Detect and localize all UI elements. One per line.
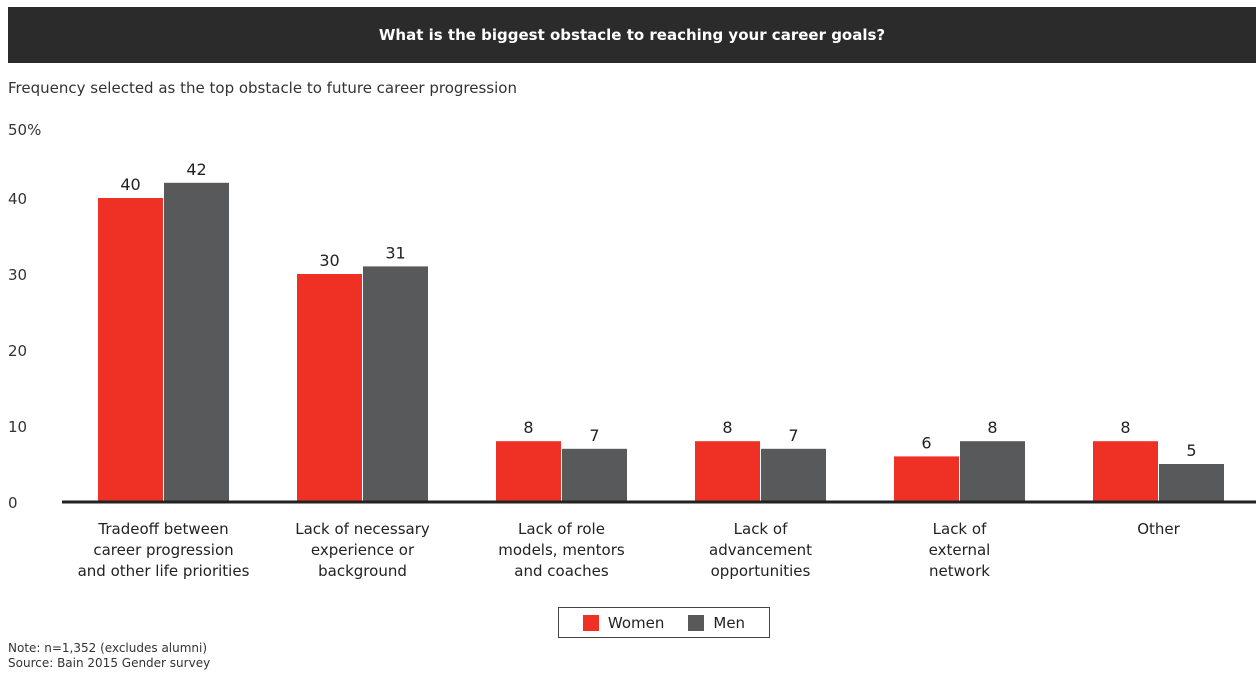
- legend-item-men: Men: [688, 614, 745, 632]
- legend-swatch-women: [582, 614, 599, 631]
- x-category-label: Lack of advancement opportunities: [709, 520, 812, 580]
- x-category-label-line: Lack of: [933, 520, 987, 538]
- x-category-label-line: opportunities: [711, 562, 811, 580]
- x-category-label-line: advancement: [709, 541, 812, 559]
- x-category-label: Lack of role models, mentors and coaches: [498, 520, 625, 580]
- x-category-label-line: models, mentors: [498, 541, 625, 559]
- legend: Women Men: [558, 607, 770, 638]
- bar-women: [98, 198, 163, 502]
- x-category-label-line: Tradeoff between: [97, 520, 228, 538]
- y-tick-label: 20: [8, 342, 27, 360]
- bar-value-label: 8: [722, 418, 732, 437]
- bar-women: [496, 441, 561, 502]
- bar-men: [363, 266, 428, 502]
- bar-women: [1093, 441, 1158, 502]
- bar-value-label: 7: [589, 426, 599, 445]
- x-category-label: Tradeoff between career progression and ot…: [78, 520, 250, 580]
- x-category-label: Lack of necessary experience or background: [295, 520, 430, 580]
- x-category-label-line: Other: [1137, 520, 1180, 538]
- x-category-label-line: external: [929, 541, 991, 559]
- legend-swatch-men: [688, 614, 705, 631]
- x-category-label-line: Lack of necessary: [295, 520, 430, 538]
- bar-value-label: 7: [788, 426, 798, 445]
- bar-value-label: 30: [319, 251, 339, 270]
- y-tick-label: 40: [8, 190, 27, 208]
- chart-title: What is the biggest obstacle to reaching…: [378, 26, 886, 44]
- y-tick-label: 10: [8, 418, 27, 436]
- bar-chart: 0 10 20 30 40 50% 40 42 Tradeoff between career p…: [8, 121, 1256, 580]
- chart-title-bar: What is the biggest obstacle to reaching…: [8, 7, 1256, 63]
- source-note: Source: Bain 2015 Gender survey: [8, 656, 211, 670]
- bar-women: [297, 274, 362, 502]
- x-category-label-line: network: [929, 562, 990, 580]
- x-category-label-line: Lack of: [734, 520, 788, 538]
- x-category-label-line: career progression: [93, 541, 233, 559]
- bar-value-label: 40: [120, 175, 140, 194]
- bar-value-label: 42: [186, 160, 206, 179]
- bar-value-label: 8: [523, 418, 533, 437]
- y-tick-label: 0: [8, 494, 18, 512]
- legend-label-men: Men: [713, 613, 746, 632]
- x-category-label-line: experience or: [311, 541, 415, 559]
- x-category-label-line: and other life priorities: [78, 562, 250, 580]
- legend-item-women: Women: [582, 613, 665, 632]
- legend-label-women: Women: [607, 613, 665, 632]
- y-tick-label: 50%: [8, 121, 41, 139]
- x-category-label: Lack of external network: [929, 520, 991, 580]
- bar-men: [1159, 464, 1224, 502]
- bar-men: [960, 441, 1025, 502]
- chart-subtitle: Frequency selected as the top obstacle t…: [8, 79, 517, 97]
- x-category-label: Other: [1137, 520, 1180, 538]
- footnote: Note: n=1,352 (excludes alumni): [8, 641, 208, 655]
- bar-value-label: 5: [1186, 441, 1196, 460]
- bar-women: [894, 456, 959, 502]
- bar-women: [695, 441, 760, 502]
- bar-value-label: 31: [385, 243, 405, 262]
- bar-men: [562, 448, 627, 502]
- y-tick-label: 30: [8, 266, 27, 284]
- bar-value-label: 8: [987, 418, 997, 437]
- x-category-label-line: background: [318, 562, 407, 580]
- bar-value-label: 6: [921, 433, 931, 452]
- x-category-label-line: Lack of role: [518, 520, 605, 538]
- bar-value-label: 8: [1120, 418, 1130, 437]
- x-category-label-line: and coaches: [514, 562, 609, 580]
- bar-men: [164, 182, 229, 503]
- bar-men: [761, 448, 826, 502]
